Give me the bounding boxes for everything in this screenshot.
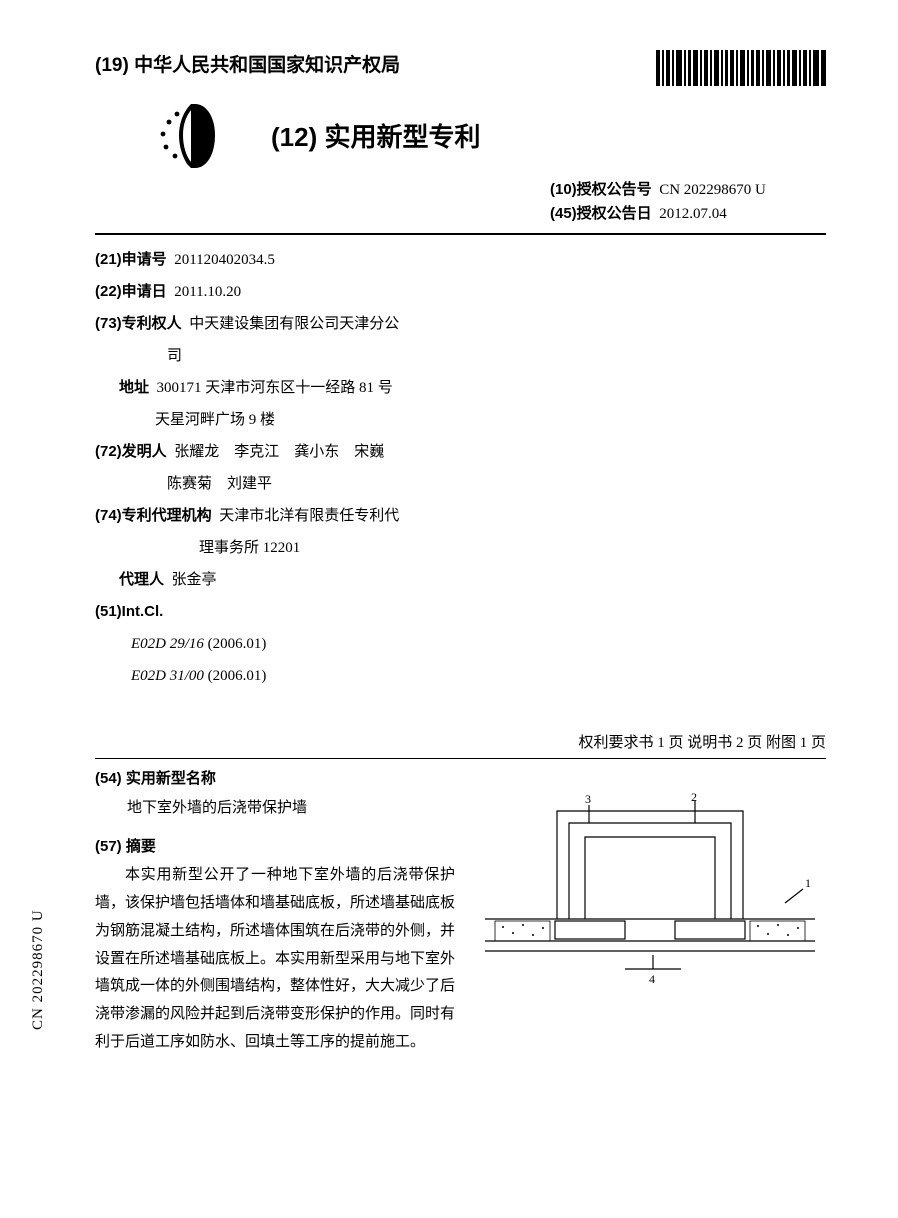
body-left: (54) 实用新型名称 地下室外墙的后浇带保护墙 (57) 摘要 本实用新型公开… [95, 765, 455, 1057]
intcl-1-ver: (2006.01) [208, 636, 267, 652]
intcl-code-1: E02D 29/16 (2006.01) [95, 629, 445, 659]
agency-line1: 天津市北洋有限责任专利代 [219, 508, 399, 524]
header-row: (19) 中华人民共和国国家知识产权局 [95, 50, 826, 86]
agent: 张金亭 [172, 572, 217, 588]
doc-type-text: 实用新型专利 [324, 122, 480, 152]
invention-title: 地下室外墙的后浇带保护墙 [95, 795, 455, 823]
pub-date: 2012.07.04 [659, 206, 727, 222]
app-no-label: (21)申请号 [95, 251, 167, 268]
agency-line2: 理事务所 12201 [95, 533, 445, 563]
barcode [656, 50, 826, 86]
agency-row: (74)专利代理机构 天津市北洋有限责任专利代 [95, 501, 445, 531]
intcl-1-code: E02D 29/16 [131, 636, 204, 652]
title-label: (54) 实用新型名称 [95, 765, 455, 793]
fig-label-1: 1 [805, 876, 811, 890]
cnipa-logo [155, 100, 235, 170]
abstract-text: 本实用新型公开了一种地下室外墙的后浇带保护墙，该保护墙包括墙体和墙基础底板，所述… [95, 862, 455, 1056]
doc-type: (12) 实用新型专利 [271, 117, 481, 154]
intcl-row: (51)Int.Cl. [95, 597, 445, 627]
publication-info: (10)授权公告号 CN 202298670 U (45)授权公告日 2012.… [95, 178, 826, 226]
app-no: 201120402034.5 [174, 252, 275, 268]
inventors-line2: 陈赛菊 刘建平 [95, 469, 445, 499]
authority-name: 中华人民共和国国家知识产权局 [134, 55, 400, 76]
assignee-line2: 司 [95, 341, 445, 371]
agent-row: 代理人 张金亭 [95, 565, 445, 595]
address-line2: 天星河畔广场 9 楼 [95, 405, 445, 435]
app-date-label: (22)申请日 [95, 283, 167, 300]
address-line1: 300171 天津市河东区十一经路 81 号 [157, 380, 393, 396]
fig-label-2: 2 [691, 791, 697, 804]
pub-no-label: (10)授权公告号 [550, 181, 652, 198]
address-row: 地址 300171 天津市河东区十一经路 81 号 [95, 373, 445, 403]
assignee-row: (73)专利权人 中天建设集团有限公司天津分公 [95, 309, 445, 339]
doc-type-prefix: (12) [271, 122, 317, 152]
intcl-code-2: E02D 31/00 (2006.01) [95, 661, 445, 691]
fig-label-4: 4 [649, 972, 655, 986]
divider-top [95, 233, 826, 235]
page-counts: 权利要求书 1 页 说明书 2 页 附图 1 页 [95, 731, 826, 752]
body-section: (54) 实用新型名称 地下室外墙的后浇带保护墙 (57) 摘要 本实用新型公开… [95, 765, 826, 1057]
pub-date-label: (45)授权公告日 [550, 205, 652, 222]
authority-label: (19) 中华人民共和国国家知识产权局 [95, 50, 400, 77]
assignee-label: (73)专利权人 [95, 315, 182, 332]
address-label: 地址 [119, 379, 149, 396]
patent-figure: 3 2 1 4 [485, 791, 815, 991]
body-right: 3 2 1 4 [455, 765, 826, 1057]
inventors-label: (72)发明人 [95, 443, 167, 460]
inventors-row: (72)发明人 张耀龙 李克江 龚小东 宋巍 [95, 437, 445, 467]
divider-mid [95, 758, 826, 759]
authority-prefix: (19) [95, 55, 129, 76]
intcl-2-ver: (2006.01) [208, 668, 267, 684]
bibliographic-data: (21)申请号 201120402034.5 (22)申请日 2011.10.2… [95, 245, 445, 691]
intcl-2-code: E02D 31/00 [131, 668, 204, 684]
abstract-label: (57) 摘要 [95, 833, 455, 861]
agent-label: 代理人 [119, 571, 164, 588]
fig-label-3: 3 [585, 792, 591, 806]
logo-title-row: (12) 实用新型专利 [95, 100, 826, 170]
app-date: 2011.10.20 [174, 284, 241, 300]
pub-no: CN 202298670 U [659, 182, 766, 198]
intcl-label: (51)Int.Cl. [95, 603, 163, 620]
pub-no-row: (10)授权公告号 CN 202298670 U [550, 178, 826, 202]
pub-date-row: (45)授权公告日 2012.07.04 [550, 202, 826, 226]
agency-label: (74)专利代理机构 [95, 507, 212, 524]
inventors-line1: 张耀龙 李克江 龚小东 宋巍 [174, 444, 384, 460]
app-no-row: (21)申请号 201120402034.5 [95, 245, 445, 275]
app-date-row: (22)申请日 2011.10.20 [95, 277, 445, 307]
side-publication-number: CN 202298670 U [30, 909, 47, 1030]
assignee-line1: 中天建设集团有限公司天津分公 [189, 316, 399, 332]
